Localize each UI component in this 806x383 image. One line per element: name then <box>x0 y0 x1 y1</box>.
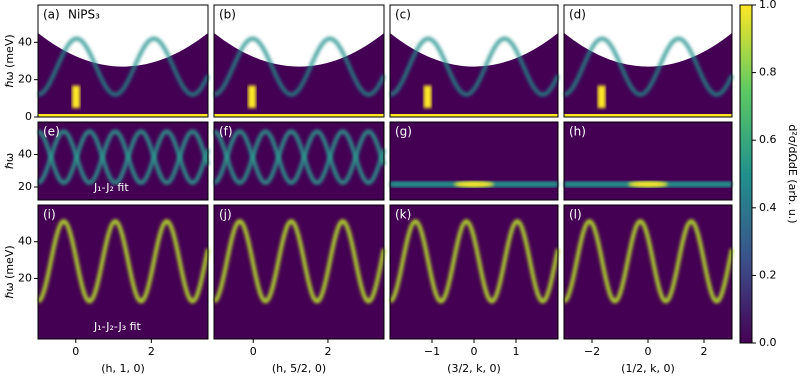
x-tick-label: −1 <box>424 345 440 358</box>
intensity-band <box>563 36 734 97</box>
colorbar-tick-label: 0.4 <box>759 201 777 214</box>
panel <box>36 204 210 340</box>
x-tick-label: −2 <box>584 345 600 358</box>
panel <box>213 121 386 201</box>
colorbar-tick-label: 0.0 <box>759 336 777 349</box>
intensity-band <box>389 36 560 97</box>
panel-frame <box>563 4 733 118</box>
panel <box>562 204 734 340</box>
y-tick-label: 40 <box>18 148 32 161</box>
panel-label: (j) <box>219 208 232 222</box>
panel-label: (c) <box>395 8 411 22</box>
panel <box>37 121 210 201</box>
x-tick-label: 0 <box>72 345 79 358</box>
panel <box>213 4 386 118</box>
intensity-band <box>388 218 560 304</box>
panel-frame <box>389 121 559 201</box>
y-tick-label: 40 <box>18 235 32 248</box>
panel <box>563 4 734 118</box>
x-tick-label: 2 <box>701 345 708 358</box>
heatmap-background <box>564 122 732 200</box>
x-axis-label: (3/2, k, 0) <box>447 362 501 375</box>
colorbar-tick-label: 0.6 <box>759 133 777 146</box>
x-axis-label: (h, 5/2, 0) <box>272 362 326 375</box>
bright-spot <box>423 85 432 109</box>
x-tick-label: 0 <box>250 345 257 358</box>
panel <box>563 121 733 201</box>
intensity-band <box>37 36 210 97</box>
x-tick-label: 0 <box>645 345 652 358</box>
intensity-band <box>213 129 386 185</box>
y-axis-label: ℏω (meV) <box>3 34 16 87</box>
floor-line <box>214 114 384 117</box>
colorbar <box>739 4 753 344</box>
panel-label: (l) <box>569 208 582 222</box>
panel-label: (h) <box>569 125 586 139</box>
flat-band-peak <box>453 181 495 188</box>
panel-label: (a) <box>43 8 60 22</box>
x-tick-label: 2 <box>324 345 331 358</box>
panel-frame <box>37 204 209 340</box>
colorbar-tick-label: 0.2 <box>759 268 777 281</box>
colorbar-tick-label: 0.8 <box>759 66 777 79</box>
x-tick-label: 2 <box>148 345 155 358</box>
panel-label: (i) <box>43 208 56 222</box>
annotation: NiPS₃ <box>68 8 100 22</box>
intensity-band <box>36 218 210 304</box>
panel-label: (g) <box>395 125 412 139</box>
panel-label: (k) <box>395 208 411 222</box>
floor-line <box>390 114 558 117</box>
panel-frame <box>37 121 209 201</box>
panel-frame <box>213 121 385 201</box>
y-axis-label: ℏω <box>3 153 16 169</box>
bright-spot <box>72 85 80 109</box>
y-tick-label: 20 <box>18 73 32 86</box>
annotation: J₁-J₂-J₃ fit <box>93 320 142 333</box>
panel-frame <box>213 4 385 118</box>
x-axis-label: (h, 1, 0) <box>101 362 145 375</box>
colorbar-tick-label: 1.0 <box>759 0 777 11</box>
bright-spot <box>597 85 606 109</box>
panel-label: (b) <box>219 8 236 22</box>
panel <box>388 204 560 340</box>
colorbar-label: d²σ/dΩdE (arb. u.) <box>786 124 799 223</box>
panel-frame <box>563 121 733 201</box>
floor-line <box>564 114 732 117</box>
panel-frame <box>213 204 385 340</box>
panel-label: (d) <box>569 8 586 22</box>
intensity-band <box>212 218 386 304</box>
y-tick-label: 20 <box>18 271 32 284</box>
y-tick-label: 20 <box>18 180 32 193</box>
y-tick-label: 40 <box>18 35 32 48</box>
panel <box>389 4 560 118</box>
intensity-band <box>213 36 386 97</box>
panel-frame <box>37 4 209 118</box>
intensity-band <box>562 218 734 304</box>
annotation: J₁-J₂ fit <box>93 181 129 194</box>
y-tick-label: 0 <box>25 110 32 123</box>
y-axis-label: ℏω (meV) <box>3 245 16 298</box>
panel-frame <box>389 4 559 118</box>
panel <box>37 4 210 118</box>
x-axis-label: (1/2, k, 0) <box>621 362 675 375</box>
flat-band-peak <box>627 181 669 188</box>
bright-spot <box>248 85 256 109</box>
panel <box>212 204 386 340</box>
heatmap-background <box>390 122 558 200</box>
panel <box>389 121 559 201</box>
intensity-band <box>37 129 210 185</box>
floor-line <box>38 114 208 117</box>
x-tick-label: 1 <box>513 345 520 358</box>
panel-label: (f) <box>219 125 233 139</box>
x-tick-label: 0 <box>471 345 478 358</box>
panel-label: (e) <box>43 125 60 139</box>
